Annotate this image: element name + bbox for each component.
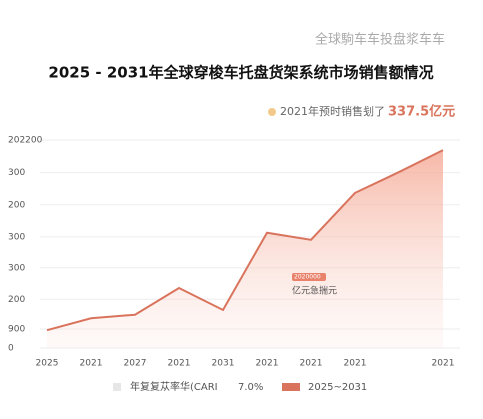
y-tick-label: 300 (8, 168, 25, 178)
y-tick-label: 900 (8, 324, 25, 334)
x-tick-label: 2021 (432, 359, 455, 369)
legend-swatch (113, 383, 121, 391)
mid-label: 亿元急揣元 (292, 285, 337, 297)
x-tick-label: 2027 (124, 359, 147, 369)
x-tick-label: 2021 (168, 359, 191, 369)
legend-label: 年复复苁率华(CARI (130, 380, 218, 393)
x-tick-label: 2021 (300, 359, 323, 369)
mid-tag: 2020000 (294, 274, 321, 281)
legend-value: 7.0% (238, 382, 263, 393)
mid-tag-bg (292, 273, 326, 281)
x-tick-label: 2021 (256, 359, 279, 369)
y-tick-label: 300 (8, 232, 25, 242)
x-tick-label: 2021 (80, 359, 103, 369)
chart-title: 2025 - 2031年全球穿梭车托盘货架系统市场销售额情况 (48, 64, 433, 82)
y-tick-label: 200 (8, 200, 25, 210)
annotation-value: 337.5亿元 (388, 104, 455, 120)
annotation-dot (268, 108, 276, 116)
x-tick-label: 2031 (212, 359, 235, 369)
line (46, 149, 444, 332)
y-tick-label: 0 (8, 344, 14, 354)
x-tick-label: 2025 (36, 359, 59, 369)
area (47, 150, 443, 348)
y-tick-label: 200 (8, 295, 25, 305)
annotation-prefix: 2021年预时销售刬了 (280, 104, 385, 118)
legend-swatch (282, 383, 300, 391)
y-tick-label: 300 (8, 263, 25, 273)
legend-label: 2025~2031 (308, 382, 367, 393)
brand: 全球駒车车投盘浆车车 (315, 32, 445, 48)
x-tick-label: 2021 (344, 359, 367, 369)
y-tick-label: 202200 (8, 136, 43, 146)
